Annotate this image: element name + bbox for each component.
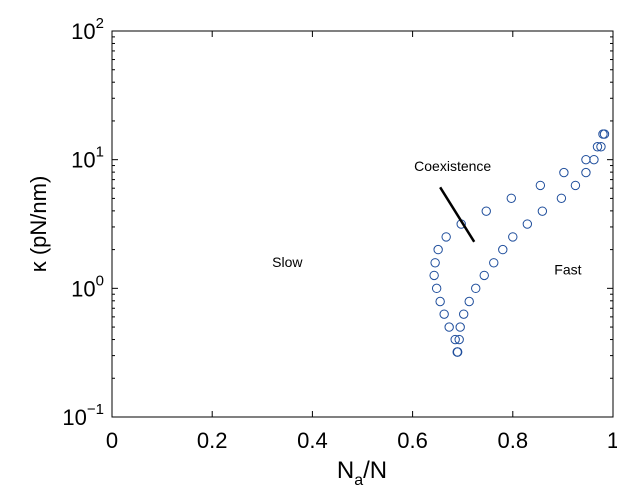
data-point (455, 322, 465, 332)
y-tick-label: 100 (71, 272, 104, 301)
data-point (450, 334, 460, 345)
data-point (489, 258, 499, 268)
data-point (454, 334, 464, 345)
x-tick-label: 0.6 (397, 428, 428, 453)
data-point (559, 167, 569, 178)
y-tick-base: 10 (71, 148, 95, 173)
data-point (498, 244, 508, 255)
data-point (444, 322, 454, 332)
plot-frame (111, 30, 614, 418)
y-tick-base: 10 (71, 276, 95, 301)
data-point (589, 154, 599, 165)
data-point (471, 283, 481, 294)
data-point (452, 347, 463, 357)
data-point (537, 206, 548, 216)
data-point (433, 244, 443, 255)
y-tick-label: 10−1 (62, 401, 104, 430)
x-tick-label: 0.8 (498, 428, 529, 453)
y-tick-exponent: 0 (96, 272, 104, 289)
data-point (596, 142, 606, 152)
data-point (431, 283, 442, 294)
x-tick-label: 0.2 (197, 428, 228, 453)
y-tick-exponent: −1 (87, 401, 104, 418)
data-point (506, 193, 516, 203)
x-tick-label: 0.4 (297, 428, 328, 453)
y-tick-exponent: 1 (96, 144, 104, 161)
data-point (481, 206, 491, 216)
data-point (459, 309, 469, 319)
annotations: Slow Fast Coexistence (272, 158, 581, 277)
data-point (435, 296, 445, 307)
data-point (441, 232, 451, 242)
coexistence-arrow (439, 186, 476, 243)
data-point (439, 309, 449, 319)
y-tick-base: 10 (71, 19, 95, 44)
data-point (535, 180, 546, 191)
data-point (570, 180, 581, 191)
data-point (592, 142, 603, 152)
annotation-coexistence: Coexistence (414, 158, 491, 174)
data-point (429, 270, 439, 281)
data-point (556, 193, 567, 203)
x-tick-label: 0 (106, 428, 118, 453)
x-tick-label: 1 (607, 428, 617, 453)
y-tick-exponent: 2 (96, 15, 104, 32)
data-point (479, 270, 489, 281)
data-point (581, 167, 591, 178)
x-axis-label: Na/N (337, 457, 387, 486)
data-point (581, 154, 591, 165)
annotation-slow: Slow (272, 254, 303, 270)
y-axis-label: κ (pN/nm) (26, 176, 51, 273)
y-tick-base: 10 (62, 405, 86, 430)
annotation-fast: Fast (554, 262, 581, 278)
data-point (599, 129, 610, 139)
data-point (508, 232, 518, 242)
data-series (429, 129, 610, 357)
data-point (464, 296, 474, 307)
data-point (522, 219, 533, 229)
y-tick-label: 101 (71, 144, 104, 173)
data-point (430, 258, 440, 268)
x-axis-ticks: 0 0.2 0.4 0.6 0.8 1 (106, 31, 617, 453)
y-tick-label: 102 (71, 15, 104, 44)
